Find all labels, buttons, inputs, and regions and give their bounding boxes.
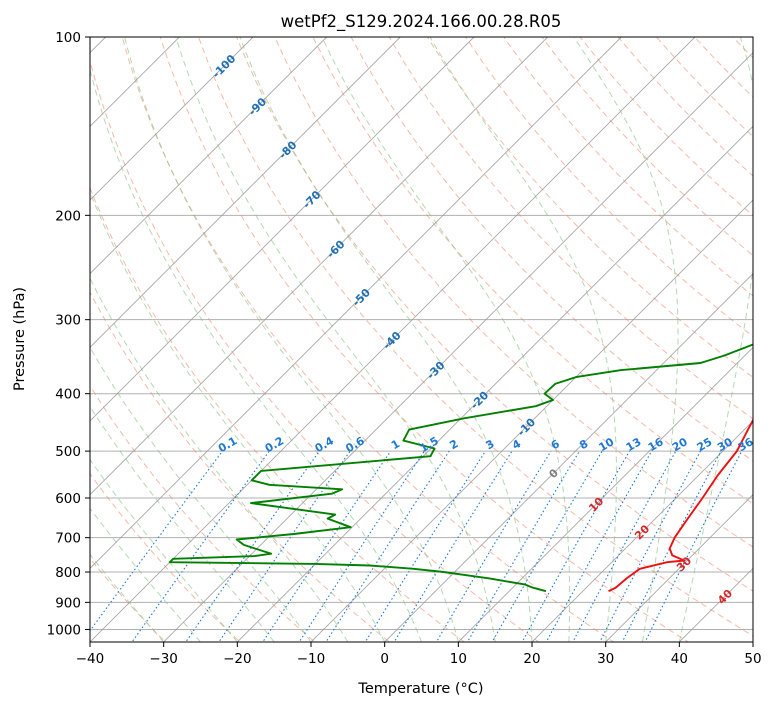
dry-adiabat [503,37,753,297]
isotherm-line [310,199,753,642]
mixing-ratio-line [393,450,513,642]
y-tick-label: 900 [55,595,81,611]
dry-adiabat [90,472,241,642]
x-axis-title: Temperature (°C) [357,681,483,697]
pressure-gridlines [90,37,753,630]
moist-adiabat [124,37,459,642]
moist-adiabat [90,277,349,642]
mixing-ratio-line [325,450,450,642]
y-tick-label: 700 [55,531,81,547]
isotherm-line [90,37,254,201]
y-tick-label: 1000 [47,622,81,638]
profile-lines [168,343,753,593]
mixing-ratio-line [491,450,603,642]
x-tick-label: −20 [223,651,252,667]
mixing-ratio-line [131,450,270,642]
thermo-background-lines [90,37,753,642]
y-tick-label: 200 [55,208,81,224]
dry-adiabat [312,37,753,505]
mixing-ratio-line [435,450,552,642]
isotherm-line [605,494,753,642]
mixing-ratio-line [466,450,580,642]
dry-adiabat [90,59,540,642]
plot-frame [89,36,754,643]
y-tick-label: 500 [55,444,81,460]
y-tick-label: 800 [55,565,81,581]
mixing-ratio-line [262,450,392,642]
moist-adiabat [678,37,753,642]
isotherm-line [90,37,622,569]
moist-adiabat [429,37,617,642]
moist-adiabat [321,37,571,642]
mixing-ratio-line [218,450,351,642]
dry-adiabat [90,186,465,642]
dry-adiabat [274,37,753,548]
y-tick-label: 400 [55,387,81,403]
moist-adiabat [90,67,422,642]
isotherm-line [237,125,753,642]
moist-adiabat [175,37,496,642]
x-tick-label: 30 [597,651,614,667]
dry-adiabat [90,384,316,642]
isotherm-line [458,346,753,642]
moist-adiabat [90,405,275,642]
isotherm-line [163,52,753,642]
y-axis-title: Pressure (hPa) [12,287,28,391]
y-tick-label: 600 [55,491,81,507]
isotherm-line [90,37,475,422]
mixing-ratio-line [572,450,677,642]
x-tick-label: 0 [380,651,389,667]
dry-adiabat [90,291,391,642]
moist-adiabat [90,190,386,642]
x-tick-label: 50 [744,651,761,667]
isotherm-line [90,37,327,275]
chart-title: wetPf2_S129.2024.166.00.28.R05 [281,12,562,32]
x-tick-label: 10 [450,651,467,667]
x-tick-label: −40 [76,651,105,667]
x-tick-label: −30 [149,651,178,667]
dry-adiabat [465,37,753,338]
x-tick-label: 40 [671,651,688,667]
isotherm-line [90,37,696,642]
isotherm-line [90,37,401,348]
x-axis-ticks: −40 −30 −20 −10 0 10 20 30 40 50 [76,642,762,667]
y-tick-label: 300 [55,313,81,329]
moist-adiabat [573,37,679,642]
dry-adiabat [198,37,753,637]
moist-adiabat [90,553,165,642]
moist-adiabat [90,458,238,642]
y-tick-label: 100 [55,30,81,46]
isotherm-line [384,273,753,642]
mixing-ratio-line [545,450,653,642]
dewpoint-profile [168,343,753,593]
x-tick-label: −10 [297,651,326,667]
mixing-ratio-line [364,450,486,642]
dry-adiabat [236,37,753,592]
y-axis-ticks: 100 200 300 400 500 600 700 800 900 1000 [47,30,90,638]
x-tick-label: 20 [523,651,540,667]
plot-area [90,37,753,642]
isotherm-line [90,37,548,496]
moist-adiabat [90,507,201,642]
temperature-profile [608,418,753,593]
mixing-ratio-line [298,450,425,642]
moist-adiabat [239,37,533,642]
isotherm-line [531,420,753,642]
